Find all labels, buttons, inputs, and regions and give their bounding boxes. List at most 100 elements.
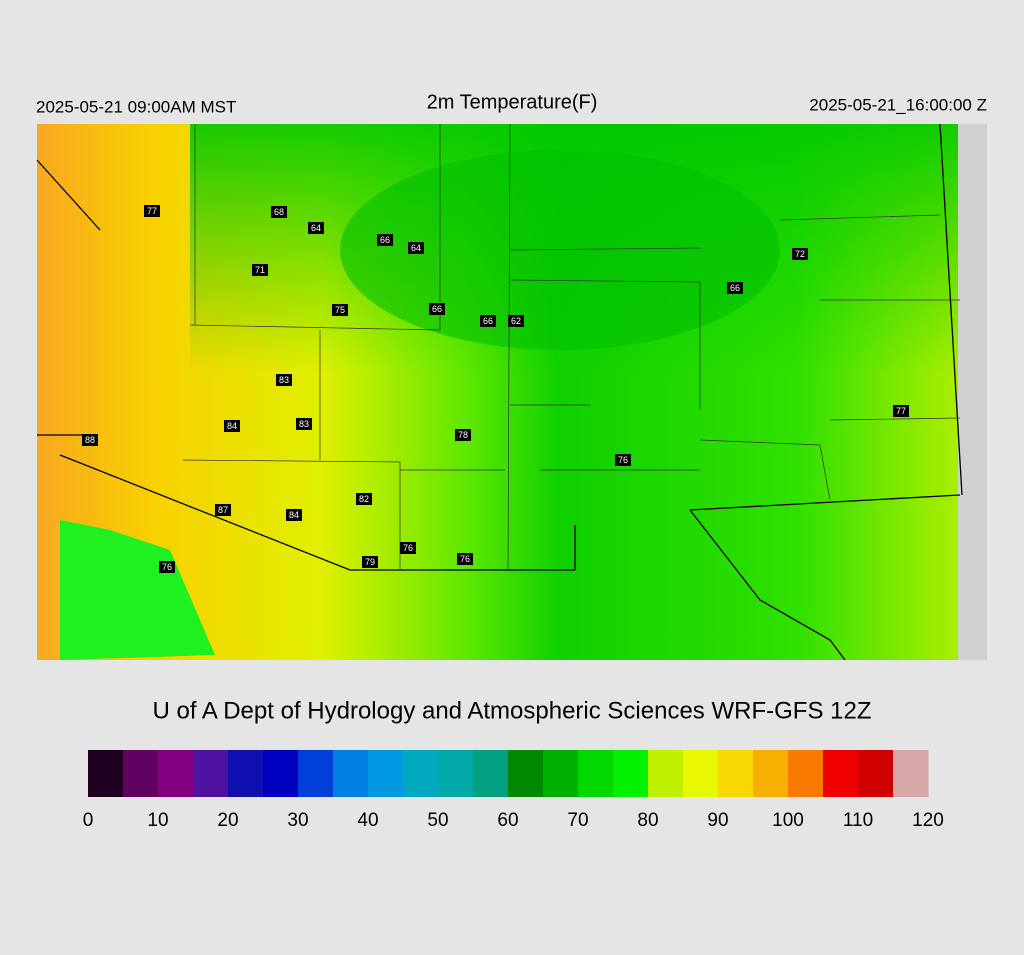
station-box	[792, 248, 808, 260]
colorbar-tick-label: 10	[147, 810, 168, 831]
colorbar-tick-label: 30	[287, 810, 308, 831]
colorbar-segment	[228, 750, 264, 797]
station-box	[429, 303, 445, 315]
colorbar-tick-label: 60	[497, 810, 518, 831]
station-box	[893, 405, 909, 417]
ocean-region	[60, 520, 215, 660]
colorbar-segment	[613, 750, 649, 797]
credit: U of A Dept of Hydrology and Atmospheric…	[153, 697, 872, 724]
station-box	[615, 454, 631, 466]
colorbar-segment	[753, 750, 789, 797]
station-value: 76	[403, 543, 413, 553]
colorbar-segment	[263, 750, 299, 797]
colorbar: 0 10 20 30 40 50 60 70 80 90 100 110 120	[83, 750, 944, 831]
station-value: 83	[279, 375, 289, 385]
station-box	[362, 556, 378, 568]
colorbar-tick-label: 90	[707, 810, 728, 831]
station-value: 66	[380, 235, 390, 245]
station-value: 88	[85, 435, 95, 445]
station-value: 77	[147, 206, 157, 216]
station-value: 84	[227, 421, 237, 431]
station-value: 68	[274, 207, 284, 217]
stations: 77 68 64 66 64 71 75 66 66 62 72 66 83 84 83 88 78 76 77 82…	[82, 205, 909, 573]
borders	[182, 123, 961, 571]
station-box	[271, 206, 287, 218]
station-value: 76	[460, 554, 470, 564]
colorbar-segment	[648, 750, 684, 797]
station-box	[296, 418, 312, 430]
colorbar-segment	[508, 750, 544, 797]
station-value: 82	[359, 494, 369, 504]
station-box	[356, 493, 372, 505]
colorbar-segment	[193, 750, 229, 797]
station-value: 87	[218, 505, 228, 515]
colorbar-segment	[823, 750, 859, 797]
colorbar-segment	[788, 750, 824, 797]
colorbar-segment	[88, 750, 124, 797]
station-value: 66	[483, 316, 493, 326]
station-box	[727, 282, 743, 294]
colorbar-tick-label: 50	[427, 810, 448, 831]
colorbar-segment	[543, 750, 579, 797]
colorbar-segment	[123, 750, 159, 797]
station-box	[508, 315, 524, 327]
colorbar-segment	[438, 750, 474, 797]
station-value: 66	[730, 283, 740, 293]
station-box	[400, 542, 416, 554]
station-box	[377, 234, 393, 246]
colorbar-segment	[403, 750, 439, 797]
colorbar-segment	[368, 750, 404, 797]
station-box	[252, 264, 268, 276]
station-box	[480, 315, 496, 327]
station-value: 79	[365, 557, 375, 567]
station-value: 64	[411, 243, 421, 253]
station-value: 76	[618, 455, 628, 465]
station-box	[286, 509, 302, 521]
station-value: 83	[299, 419, 309, 429]
station-box	[82, 434, 98, 446]
colorbar-segment	[858, 750, 894, 797]
colorbar-tick-label: 120	[912, 810, 944, 831]
station-box	[408, 242, 424, 254]
colorbar-tick-label: 70	[567, 810, 588, 831]
station-value: 77	[896, 406, 906, 416]
colorbar-tick-label: 40	[357, 810, 378, 831]
station-box	[215, 504, 231, 516]
station-box	[455, 429, 471, 441]
station-value: 71	[255, 265, 265, 275]
map-title: 2m Temperature(F)	[427, 91, 598, 113]
station-value: 72	[795, 249, 805, 259]
boundaries	[36, 123, 963, 661]
station-value: 75	[335, 305, 345, 315]
colorbar-tick-label: 100	[772, 810, 804, 831]
cool-region	[340, 150, 780, 350]
colorbar-segment	[298, 750, 334, 797]
station-box	[144, 205, 160, 217]
station-value: 78	[458, 430, 468, 440]
map: 77 68 64 66 64 71 75 66 66 62 72 66 83 84 83 88 78 76 77 82…	[36, 123, 987, 661]
colorbar-segment	[718, 750, 754, 797]
colorbar-tick-label: 20	[217, 810, 238, 831]
colorbar-tick-label: 0	[83, 810, 94, 831]
colorbar-segment	[333, 750, 369, 797]
station-box	[276, 374, 292, 386]
station-value: 76	[162, 562, 172, 572]
station-box	[159, 561, 175, 573]
station-box	[457, 553, 473, 565]
station-box	[224, 420, 240, 432]
colorbar-tick-label: 110	[843, 810, 873, 831]
colorbar-tick-label: 80	[637, 810, 658, 831]
colorbar-segment	[158, 750, 194, 797]
colorbar-segment	[683, 750, 719, 797]
valid-time-local: 2025-05-21 09:00AM MST	[36, 97, 236, 116]
station-value: 84	[289, 510, 299, 520]
station-box	[332, 304, 348, 316]
station-value: 62	[511, 316, 521, 326]
colorbar-segment	[578, 750, 614, 797]
valid-time-utc: 2025-05-21_16:00:00 Z	[809, 95, 987, 114]
colorbar-segment	[893, 750, 929, 797]
station-value: 66	[432, 304, 442, 314]
station-box	[308, 222, 324, 234]
domain-edge	[958, 124, 987, 660]
